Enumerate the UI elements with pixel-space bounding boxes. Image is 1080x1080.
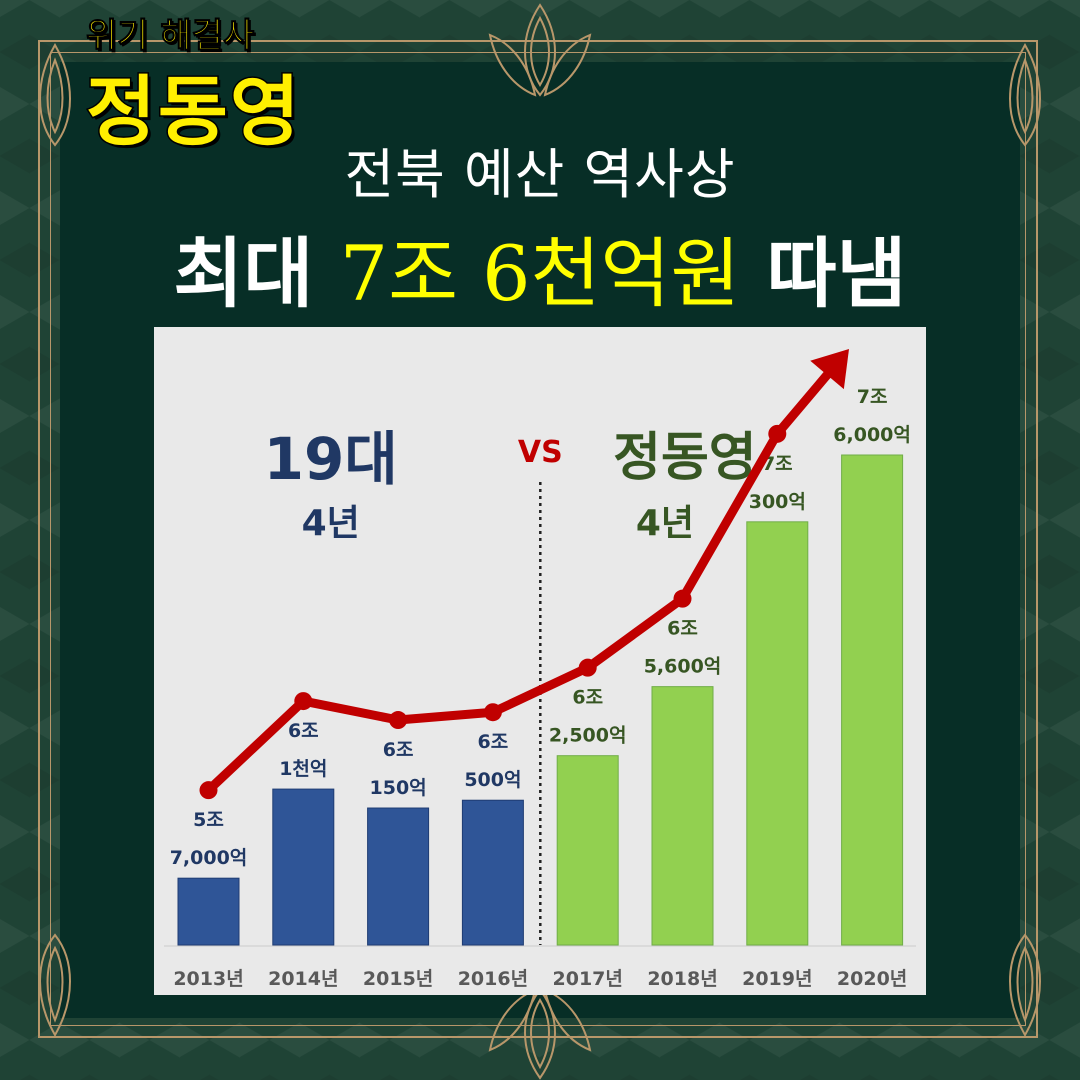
vs-label: VS	[518, 435, 563, 470]
headline-line1: 전북 예산 역사상	[344, 143, 736, 206]
budget-bar-chart: 5조 7,000억 2013년 6조 1천억 2014년 6조 150억 2015년 6조 500억…	[164, 349, 916, 990]
group-title-19th: 19대	[264, 425, 398, 493]
trend-arrow-head	[810, 349, 849, 390]
value-label-top-2013년: 5조	[193, 809, 224, 831]
brand-name: 정동영	[85, 66, 302, 158]
bar-2013년	[177, 877, 240, 946]
headline-line2: 최대 7조 6천억원 따냄	[0, 212, 1080, 322]
trend-point-2017년	[578, 658, 597, 677]
trend-point-2016년	[483, 703, 502, 722]
value-label-top-2017년: 6조	[572, 687, 603, 709]
bar-2019년	[746, 521, 809, 946]
x-tick-2017년: 2017년	[553, 968, 623, 990]
bar-2017년	[556, 755, 619, 946]
trend-point-2013년	[199, 781, 218, 800]
leaf-ornament-top-right	[1009, 42, 1041, 147]
gold-frame-inner	[50, 52, 1026, 1026]
x-tick-2013년: 2013년	[173, 968, 243, 990]
value-label-bottom-2017년: 2,500억	[549, 725, 627, 747]
value-label-bottom-2018년: 5,600억	[644, 656, 722, 678]
value-label-top-2018년: 6조	[667, 618, 698, 640]
value-label-top-2020년: 7조	[857, 386, 888, 408]
leaf-ornament-bottom-left	[39, 933, 71, 1038]
headline-prefix: 최대	[173, 229, 340, 318]
value-label-bottom-2016년: 500억	[464, 769, 521, 791]
value-label-top-2015년: 6조	[383, 739, 414, 761]
value-label-bottom-2015년: 150억	[370, 777, 427, 799]
group-period-19th: 4년	[302, 503, 360, 544]
leaf-ornament-bottom	[488, 988, 592, 1080]
x-tick-2019년: 2019년	[742, 968, 812, 990]
bar-2018년	[651, 686, 714, 946]
x-tick-2015년: 2015년	[363, 968, 433, 990]
value-label-top-2019년: 7조	[762, 453, 793, 475]
leaf-ornament-top-left	[39, 42, 71, 147]
gold-frame-outer	[38, 40, 1038, 1038]
value-label-top-2016년: 6조	[478, 731, 509, 753]
group-title-jung: 정동영	[613, 428, 757, 488]
value-label-bottom-2019년: 300억	[749, 491, 806, 513]
bar-2015년	[367, 807, 430, 946]
value-label-top-2014년: 6조	[288, 720, 319, 742]
trend-point-2014년	[294, 692, 313, 711]
x-tick-2018년: 2018년	[647, 968, 717, 990]
trend-point-2015년	[389, 711, 408, 730]
bar-2020년	[841, 454, 904, 946]
headline-suffix: 따냄	[740, 229, 907, 318]
x-tick-2020년: 2020년	[837, 968, 907, 990]
headline-highlight: 7조 6천억원	[339, 229, 741, 318]
bar-2016년	[461, 799, 524, 946]
leaf-ornament-bottom-right	[1009, 933, 1041, 1038]
group-period-jung: 4년	[636, 503, 694, 544]
trend-point-2019년	[768, 424, 787, 443]
value-label-bottom-2014년: 1천억	[279, 758, 327, 780]
brand-subtitle: 위기 해결사	[85, 16, 255, 57]
chart-area: 5조 7,000억 2013년 6조 1천억 2014년 6조 150억 2015년 6조 500억…	[154, 327, 926, 995]
bar-2014년	[272, 788, 335, 946]
leaf-ornament-top	[488, 3, 592, 97]
x-tick-2016년: 2016년	[458, 968, 528, 990]
value-label-bottom-2013년: 7,000억	[170, 847, 248, 869]
trend-point-2018년	[673, 589, 692, 608]
x-tick-2014년: 2014년	[268, 968, 338, 990]
value-label-bottom-2020년: 6,000억	[833, 424, 911, 446]
